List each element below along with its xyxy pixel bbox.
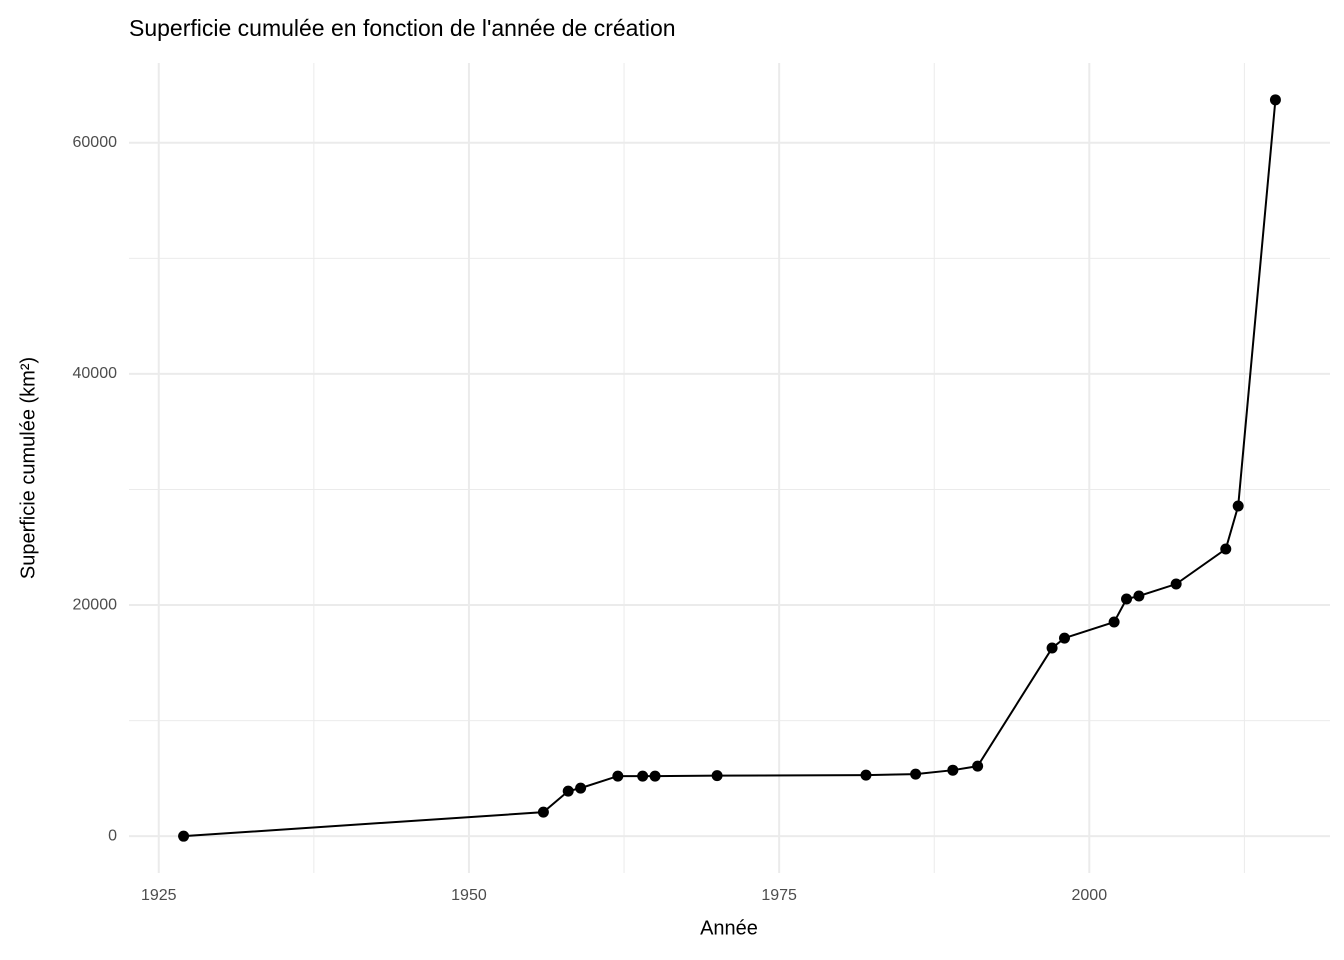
x-tick-label: 1925 <box>141 887 177 904</box>
point <box>1269 94 1281 106</box>
y-tick-label: 0 <box>108 827 117 844</box>
y-tick-label: 60000 <box>73 134 118 151</box>
point <box>947 764 959 776</box>
point <box>1108 616 1120 628</box>
x-tick-label: 2000 <box>1072 887 1108 904</box>
chart-title: Superficie cumulée en fonction de l'anné… <box>129 15 676 41</box>
point <box>562 785 574 797</box>
point <box>1046 642 1058 654</box>
point <box>1121 593 1133 605</box>
x-tick-label: 1950 <box>451 887 487 904</box>
point <box>972 760 984 772</box>
point <box>537 806 549 818</box>
line <box>183 99 1277 838</box>
point <box>1058 632 1070 644</box>
point <box>1133 590 1145 602</box>
y-tick-label: 20000 <box>73 596 118 613</box>
point <box>711 770 723 782</box>
point <box>178 830 190 842</box>
x-axis-title: Année <box>700 917 758 939</box>
x-tick-label: 1975 <box>761 887 797 904</box>
y-tick-label: 40000 <box>73 365 118 382</box>
point <box>1232 500 1244 512</box>
point <box>1170 578 1182 590</box>
point <box>612 770 624 782</box>
point <box>910 768 922 780</box>
point <box>1220 543 1232 555</box>
point <box>637 770 649 782</box>
point <box>575 782 587 794</box>
point <box>649 770 661 782</box>
y-axis-title: Superficie cumulée (km²) <box>17 357 39 579</box>
point <box>860 769 872 781</box>
